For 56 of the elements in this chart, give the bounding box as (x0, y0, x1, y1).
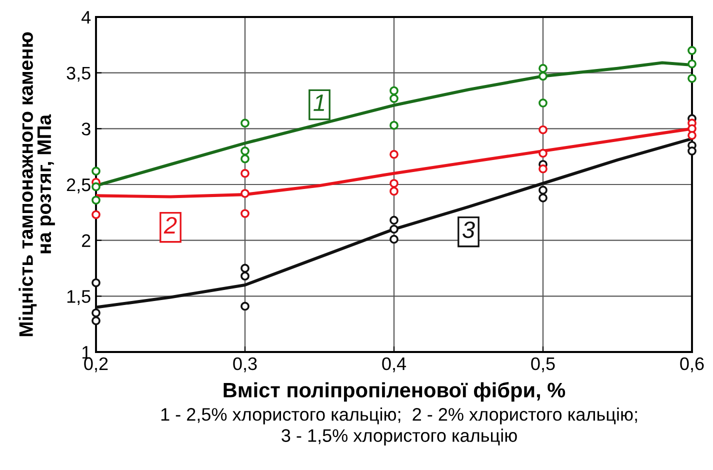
x-tick-label: 0,4 (382, 357, 406, 372)
point (390, 178, 398, 188)
point (538, 148, 548, 158)
point (390, 120, 398, 130)
point (240, 272, 250, 281)
point (240, 118, 250, 128)
point (240, 154, 250, 164)
point (92, 308, 100, 318)
point (240, 168, 250, 178)
point (390, 150, 398, 159)
series-label: 2 (164, 216, 177, 234)
point (688, 59, 696, 68)
y-tick-label: 3,5 (66, 66, 90, 82)
text: 1 - 2,5% хлористого кальцію; 2 - 2% хлористого кальцію; (161, 408, 637, 424)
point (92, 316, 100, 326)
point (240, 188, 250, 198)
point (240, 302, 250, 311)
point (538, 98, 548, 108)
point (688, 46, 696, 55)
y-tick-label: 4 (82, 11, 91, 24)
x-tick-label: 0,5 (531, 357, 555, 372)
x-tick-label: 0,3 (233, 357, 257, 372)
point (240, 146, 250, 156)
point (92, 278, 100, 288)
point (240, 209, 250, 218)
series-label: 3 (462, 221, 475, 238)
point (390, 216, 398, 225)
point (92, 166, 100, 176)
series-label: 1 (314, 94, 324, 111)
y-tick-label: 1,5 (67, 290, 90, 306)
x-tick-label: 0,2 (84, 357, 108, 372)
point (538, 125, 548, 134)
point (390, 234, 398, 244)
point (390, 94, 398, 103)
point (240, 264, 250, 273)
point (92, 210, 100, 220)
y-axis-title: Міцність тампонажного каменю на розтяг, МПа (18, 32, 55, 336)
y-tick-label: 2,5 (66, 178, 90, 194)
point (538, 72, 548, 81)
point (538, 164, 548, 174)
point (688, 74, 696, 83)
point (390, 186, 398, 196)
point (92, 196, 100, 205)
point (538, 64, 548, 73)
point (688, 146, 696, 156)
y-tick-label: 3 (82, 122, 90, 136)
point (538, 193, 548, 202)
x-tick-label: 0,6 (680, 357, 704, 372)
point (688, 130, 696, 140)
point (390, 86, 398, 96)
x-axis-title: Вміст поліпропіленової фібри, % (224, 382, 566, 402)
point (92, 182, 100, 192)
y-tick-label: 2 (82, 234, 90, 247)
point (390, 224, 398, 234)
point (538, 186, 548, 195)
text: 3 - 1,5% хлористого кальцію (282, 428, 517, 446)
